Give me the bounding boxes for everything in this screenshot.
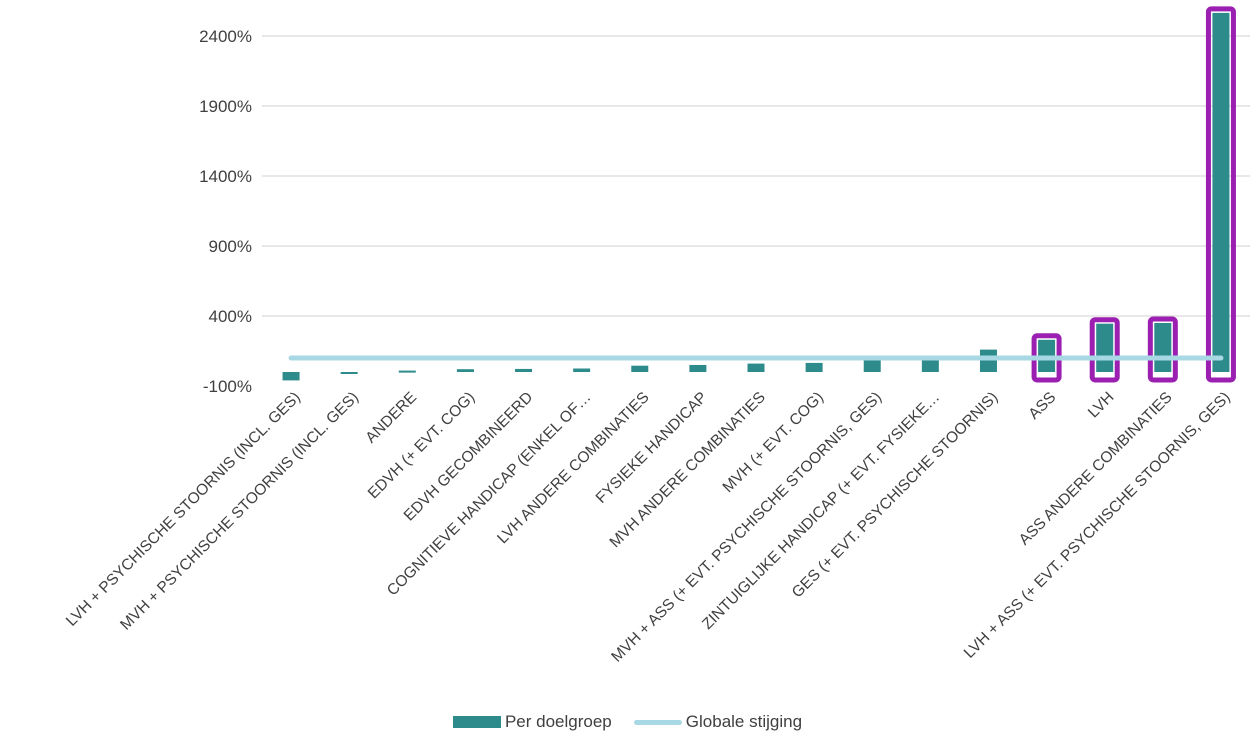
legend-label-globale-stijging: Globale stijging — [685, 712, 803, 731]
bar[interactable] — [1212, 12, 1230, 373]
bar[interactable] — [282, 372, 300, 381]
bar[interactable] — [921, 358, 939, 372]
x-tick-label: ANDERE — [362, 389, 420, 447]
highlight-outline — [1089, 317, 1120, 383]
x-tick-label: LVH + ASS (+ EVT. PSYCHISCHE STOORNIS, G… — [961, 389, 1234, 662]
x-tick-label: MVH (+ EVT. COG) — [720, 389, 827, 496]
highlight-outlines — [1031, 6, 1236, 383]
x-tick-label: EDVH (+ EVT. COG) — [365, 389, 478, 502]
bar[interactable] — [979, 349, 997, 372]
x-tick-label: LVH + PSYCHISCHE STOORNIS (INCL. GES) — [63, 389, 304, 630]
y-tick-label: 400% — [209, 307, 252, 326]
bar-chart: -100% 400% 900% 1400% 1900% 2400% LVH + PSYCH… — [63, 6, 1250, 666]
x-tick-label: MVH + ASS (+ EVT. PSYCHISCHE STOORNIS, G… — [608, 389, 885, 666]
bar[interactable] — [863, 358, 881, 372]
bar[interactable] — [631, 365, 649, 372]
x-tick-label: GES (+ EVT. PSYCHISCHE STOORNIS) — [789, 389, 1001, 601]
bar[interactable] — [398, 370, 416, 373]
bar[interactable] — [1154, 323, 1172, 372]
y-tick-label: 1400% — [199, 167, 252, 186]
y-axis-tick-labels: -100% 400% 900% 1400% 1900% 2400% — [199, 27, 252, 396]
bar[interactable] — [805, 362, 823, 372]
y-tick-label: 1900% — [199, 97, 252, 116]
x-tick-label: MVH + PSYCHISCHE STOORNIS (INCL. GES) — [117, 389, 362, 634]
x-tick-label: COGNITIEVE HANDICAP (ENKEL OF… — [384, 389, 595, 600]
x-tick-label: LVH — [1085, 389, 1118, 422]
y-tick-label: 900% — [209, 237, 252, 256]
y-tick-label: -100% — [203, 377, 252, 396]
legend-item-globale-stijging[interactable]: Globale stijging — [633, 712, 803, 732]
legend-item-per-doelgroep[interactable]: Per doelgroep — [452, 712, 612, 732]
bar-series — [282, 12, 1230, 381]
bar[interactable] — [456, 369, 474, 372]
legend: Per doelgroep Globale stijging — [0, 709, 1255, 735]
highlight-outline — [1205, 6, 1236, 383]
gridlines — [262, 35, 1250, 317]
legend-label-per-doelgroep: Per doelgroep — [504, 712, 612, 731]
y-tick-label: 2400% — [199, 27, 252, 46]
bar[interactable] — [573, 368, 591, 373]
bar[interactable] — [340, 372, 358, 374]
bar[interactable] — [515, 368, 533, 372]
highlight-outline — [1147, 316, 1178, 383]
x-tick-label: ASS — [1025, 389, 1059, 423]
bar[interactable] — [689, 365, 707, 372]
x-axis-category-labels: LVH + PSYCHISCHE STOORNIS (INCL. GES)MVH… — [63, 389, 1234, 666]
legend-swatch-line — [633, 719, 682, 725]
legend-swatch-bar — [452, 716, 501, 728]
x-tick-label: FYSIEKE HANDICAP — [593, 389, 711, 507]
bar[interactable] — [747, 363, 765, 372]
bar[interactable] — [1096, 323, 1114, 372]
